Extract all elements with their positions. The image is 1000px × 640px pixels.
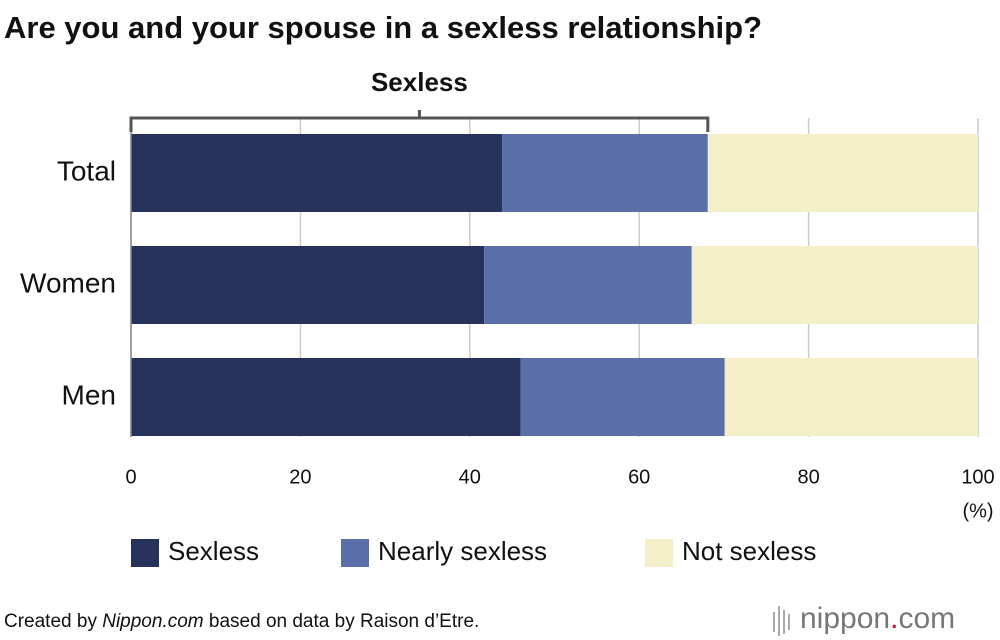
x-tick-label: 40 (459, 466, 481, 488)
x-tick-label: 80 (797, 466, 819, 488)
bar-segment (691, 246, 978, 324)
logo-part: nippon (800, 602, 890, 635)
logo: nippon.com (773, 602, 955, 636)
bar-segment (724, 358, 978, 436)
y-tick-label: Total (57, 155, 116, 186)
bar-segment (131, 134, 502, 212)
legend-label: Not sexless (682, 536, 816, 566)
logo-part: com (898, 602, 955, 635)
source-text: Nippon.com (102, 611, 203, 632)
bar-segment (520, 358, 725, 436)
source-note: Created by Nippon.com based on data by R… (4, 611, 479, 632)
logo-text: nippon.com (800, 602, 955, 635)
legend-label: Sexless (168, 536, 259, 566)
bar-segment (131, 246, 485, 324)
legend-swatch (341, 539, 369, 567)
bar-segment (501, 134, 708, 212)
bar-segment (707, 134, 978, 212)
legend-swatch (645, 539, 673, 567)
legend-swatch (131, 539, 159, 567)
axis-unit: (%) (962, 500, 993, 522)
source-text: Created by (4, 611, 102, 632)
x-tick-label: 60 (628, 466, 650, 488)
bar-segment (484, 246, 692, 324)
y-tick-label: Women (20, 267, 116, 298)
annotation: Sexless (371, 67, 468, 97)
bracket (129, 110, 710, 132)
bar-segment (131, 358, 521, 436)
legend-label: Nearly sexless (378, 536, 547, 566)
x-tick-label: 100 (961, 466, 994, 488)
source-text: based on data by Raison d’Etre. (204, 611, 480, 632)
chart-title: Are you and your spouse in a sexless rel… (4, 10, 762, 45)
logo-part: . (890, 602, 898, 635)
y-tick-label: Men (62, 379, 116, 410)
x-tick-label: 0 (125, 466, 136, 488)
x-tick-label: 20 (289, 466, 311, 488)
